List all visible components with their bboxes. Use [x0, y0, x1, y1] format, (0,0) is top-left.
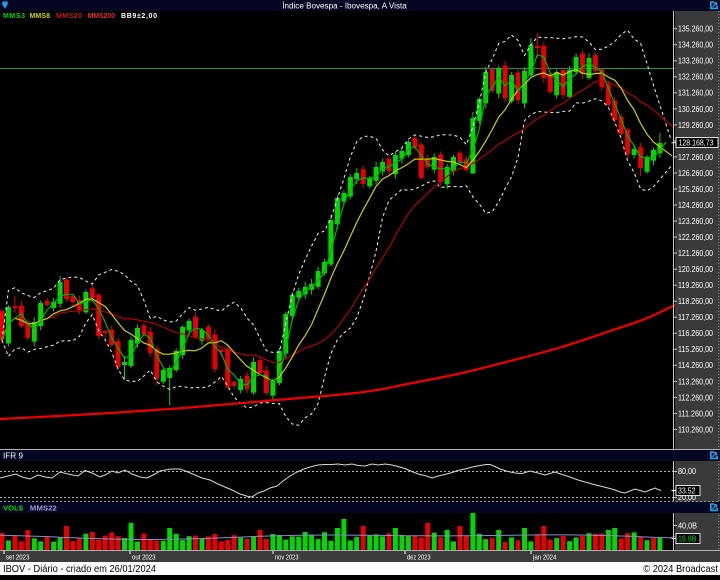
- svg-text:131.260,00: 131.260,00: [678, 89, 713, 98]
- svg-text:126.260,00: 126.260,00: [678, 169, 713, 178]
- svg-text:set 2023: set 2023: [6, 554, 30, 561]
- svg-text:Índice Bovespa - Ibovespa, A V: Índice Bovespa - Ibovespa, A Vista: [282, 1, 407, 10]
- svg-text:110.260,00: 110.260,00: [678, 425, 713, 434]
- svg-text:out 2023: out 2023: [132, 554, 156, 561]
- svg-text:BB9±2,00: BB9±2,00: [121, 13, 157, 20]
- svg-text:IFR 9: IFR 9: [3, 452, 24, 461]
- svg-text:jan 2024: jan 2024: [532, 554, 556, 561]
- svg-text:113.260,00: 113.260,00: [678, 377, 713, 386]
- svg-text:40,0B: 40,0B: [678, 521, 697, 530]
- svg-text:19,9B: 19,9B: [678, 535, 696, 544]
- svg-text:120.260,00: 120.260,00: [678, 265, 713, 274]
- svg-text:MMS3: MMS3: [3, 13, 25, 20]
- svg-text:134.260,00: 134.260,00: [678, 41, 713, 50]
- svg-text:112.260,00: 112.260,00: [678, 393, 713, 402]
- svg-text:128.168,73: 128.168,73: [679, 139, 714, 148]
- svg-text:114.260,00: 114.260,00: [678, 361, 713, 370]
- svg-text:MMS200: MMS200: [88, 13, 116, 20]
- svg-text:VOL$: VOL$: [3, 506, 23, 513]
- svg-text:133.260,00: 133.260,00: [678, 57, 713, 66]
- svg-text:118.260,00: 118.260,00: [678, 297, 713, 306]
- svg-text:119.260,00: 119.260,00: [678, 281, 713, 290]
- svg-text:33.52: 33.52: [678, 487, 696, 496]
- svg-text:132.260,00: 132.260,00: [678, 73, 713, 82]
- svg-text:MMS20: MMS20: [56, 13, 82, 20]
- svg-text:127.260,00: 127.260,00: [678, 153, 713, 162]
- svg-text:80,00: 80,00: [678, 467, 696, 476]
- svg-text:MMS8: MMS8: [30, 13, 51, 20]
- svg-text:116.260,00: 116.260,00: [678, 329, 713, 338]
- svg-text:129.260,00: 129.260,00: [678, 121, 713, 130]
- svg-text:122.260,00: 122.260,00: [678, 233, 713, 242]
- svg-text:© 2024 Broadcast: © 2024 Broadcast: [643, 564, 718, 575]
- svg-text:nov 2023: nov 2023: [275, 554, 299, 561]
- svg-text:130.260,00: 130.260,00: [678, 105, 713, 114]
- svg-text:123.260,00: 123.260,00: [678, 217, 713, 226]
- svg-text:111.260,00: 111.260,00: [678, 409, 713, 418]
- svg-text:dez 2023: dez 2023: [407, 554, 431, 561]
- svg-text:MMS22: MMS22: [30, 506, 57, 513]
- svg-text:20,00: 20,00: [678, 493, 696, 502]
- svg-text:124.260,00: 124.260,00: [678, 201, 713, 210]
- svg-text:IBOV - Diário - criado em 26/0: IBOV - Diário - criado em 26/01/2024: [3, 564, 156, 575]
- svg-text:135.260,00: 135.260,00: [678, 25, 713, 34]
- svg-text:121.260,00: 121.260,00: [678, 249, 713, 258]
- svg-text:125.260,00: 125.260,00: [678, 185, 713, 194]
- svg-text:117.260,00: 117.260,00: [678, 313, 713, 322]
- svg-text:115.260,00: 115.260,00: [678, 345, 713, 354]
